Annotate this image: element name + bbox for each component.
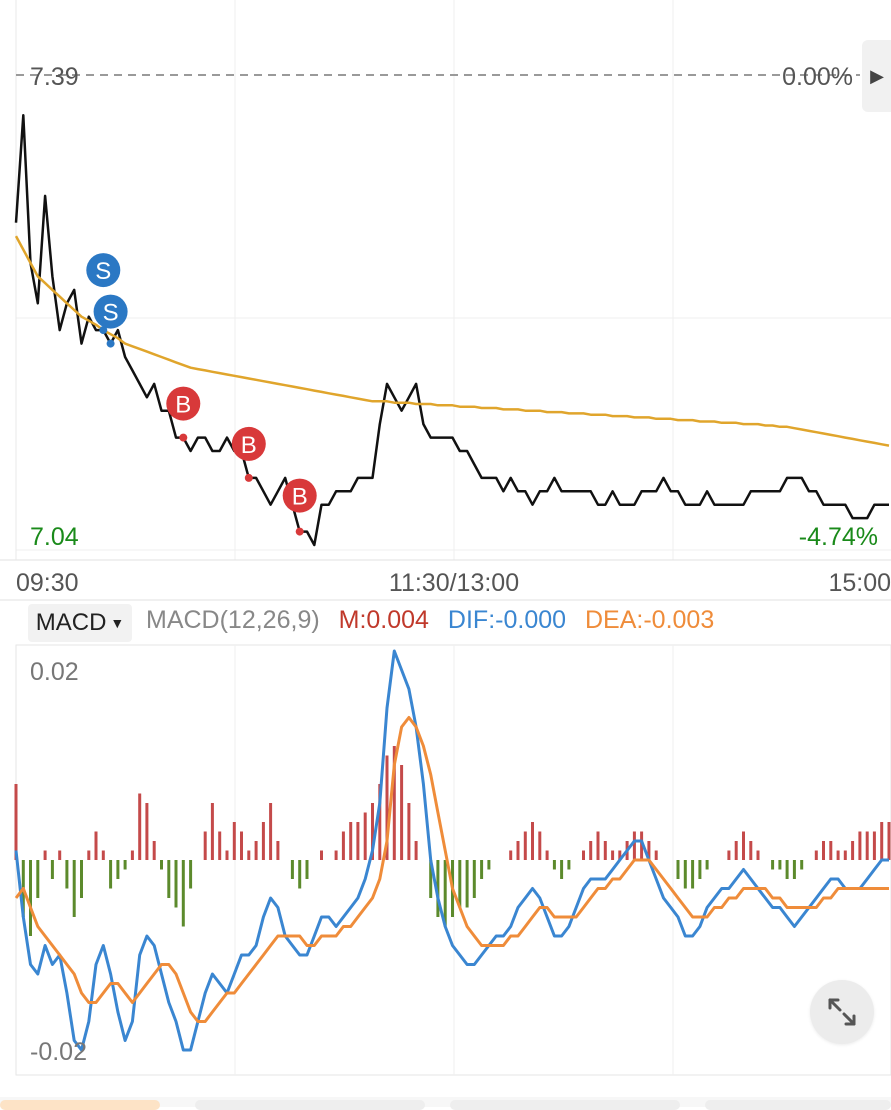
macd-params-label: MACD(12,26,9) xyxy=(146,606,320,634)
macd-legend: MACD(12,26,9) M:0.004 DIF:-0.000 DEA:-0.… xyxy=(146,606,726,635)
macd-dea-label: DEA:-0.003 xyxy=(584,606,715,634)
sell-marker-badge xyxy=(86,253,121,288)
macd-dif-label: DIF:-0.000 xyxy=(447,606,567,634)
sell-marker-label: S xyxy=(95,258,111,285)
dea-line xyxy=(14,716,889,1023)
sell-marker-badge xyxy=(93,294,128,329)
sell-marker-dot xyxy=(106,339,115,348)
trade-markers[interactable]: SS B B B xyxy=(86,253,317,536)
buy-marker-dot xyxy=(295,527,304,536)
price-line xyxy=(14,114,889,547)
pct-high-label: 0.00% xyxy=(782,63,853,91)
avg-price-line xyxy=(14,235,890,447)
bottom-toolbar-edge xyxy=(0,1097,891,1110)
price-high-label: 7.39 xyxy=(30,63,79,91)
time-label-midday: 11:30/13:00 xyxy=(389,569,519,597)
buy-marker-badge xyxy=(166,386,201,421)
buy-marker-badge xyxy=(231,426,266,461)
buy-marker-dot xyxy=(179,433,188,442)
indicator-select[interactable]: MACD ▼ xyxy=(28,604,132,642)
time-label-open: 09:30 xyxy=(16,569,79,597)
buy-marker-badge xyxy=(282,478,317,513)
buy-marker-dot xyxy=(244,473,253,482)
expand-arrows-icon xyxy=(828,998,856,1026)
play-arrow-icon: ▶ xyxy=(870,65,884,86)
price-low-label: 7.04 xyxy=(30,523,79,551)
price-lines xyxy=(14,114,890,547)
time-label-close: 15:00 xyxy=(828,569,891,597)
bottom-tab[interactable] xyxy=(450,1100,680,1110)
sell-marker-dot xyxy=(99,326,108,335)
side-panel-toggle[interactable]: ▶ xyxy=(862,40,891,112)
fullscreen-button[interactable] xyxy=(810,980,874,1044)
caret-down-icon: ▼ xyxy=(110,615,125,631)
buy-marker-label: B xyxy=(175,392,191,419)
bottom-tab[interactable] xyxy=(195,1100,425,1110)
macd-y-top-label: 0.02 xyxy=(30,658,79,686)
macd-histogram xyxy=(14,746,891,936)
pct-low-label: -4.74% xyxy=(799,523,878,551)
buy-marker-label: B xyxy=(292,484,308,511)
macd-y-bottom-label: -0.02 xyxy=(30,1038,87,1066)
bottom-tab[interactable] xyxy=(705,1100,891,1110)
price-grid xyxy=(16,0,891,560)
bottom-tab-highlight[interactable] xyxy=(0,1100,160,1110)
sell-marker-label: S xyxy=(103,300,119,327)
buy-marker-label: B xyxy=(241,432,257,459)
macd-m-label: M:0.004 xyxy=(338,606,429,634)
dif-line xyxy=(14,649,889,1052)
macd-lines xyxy=(14,649,889,1052)
indicator-select-label: MACD xyxy=(35,609,107,636)
